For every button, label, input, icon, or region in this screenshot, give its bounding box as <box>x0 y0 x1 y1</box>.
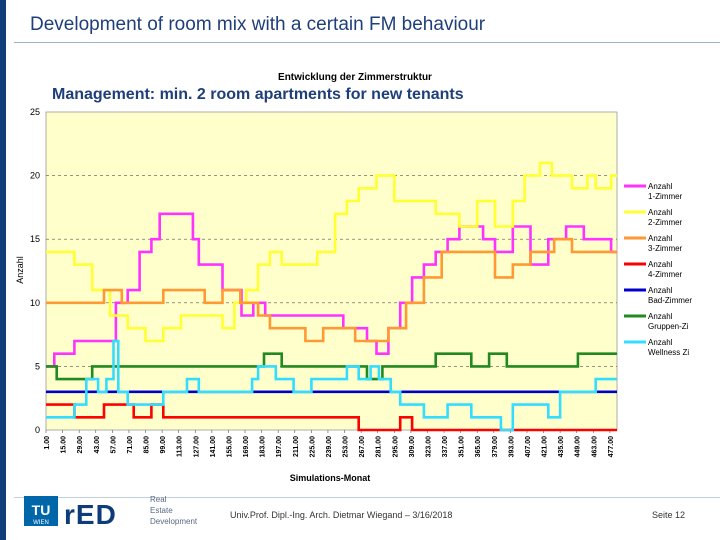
x-tick-label: 351.00 <box>459 436 466 458</box>
x-tick-label: 183.00 <box>260 436 267 458</box>
legend-label: Anzahl <box>648 182 673 191</box>
x-tick-label: 197.00 <box>276 436 283 458</box>
x-tick-label: 57.00 <box>110 436 117 454</box>
y-tick-label: 5 <box>35 361 40 371</box>
red-logo-text: rED <box>64 499 117 530</box>
x-tick-label: 267.00 <box>359 436 366 458</box>
x-tick-label: 463.00 <box>591 436 598 458</box>
x-tick-label: 99.00 <box>160 436 167 454</box>
legend-label: Wellness Zi <box>648 348 689 357</box>
y-tick-labels: 0 5 10 15 20 25 <box>30 107 40 435</box>
x-tick-label: 15.00 <box>61 436 68 454</box>
x-tick-label: 1.00 <box>44 436 51 450</box>
x-tick-label: 29.00 <box>77 436 84 454</box>
x-tick-label: 141.00 <box>210 436 217 458</box>
legend-label: 1-Zimmer <box>648 192 683 201</box>
legend-label: Anzahl <box>648 338 673 347</box>
legend-label: Anzahl <box>648 286 673 295</box>
org-line: Real <box>150 495 167 504</box>
y-tick-label: 15 <box>30 234 40 244</box>
x-tick-label: 365.00 <box>475 436 482 458</box>
x-tick-label: 211.00 <box>293 436 300 457</box>
legend-label: Anzahl <box>648 234 673 243</box>
x-tick-label: 281.00 <box>376 436 383 458</box>
legend-label: Anzahl <box>648 312 673 321</box>
x-tick-label: 113.00 <box>177 436 184 457</box>
x-tick-label: 155.00 <box>226 436 233 458</box>
x-tick-label: 477.00 <box>608 436 615 458</box>
x-tick-label: 253.00 <box>343 436 350 458</box>
legend-label: Gruppen-Zi <box>648 322 689 331</box>
x-tick-label: 435.00 <box>558 436 565 458</box>
plot-area <box>45 111 618 431</box>
legend-label: 2-Zimmer <box>648 218 683 227</box>
x-axis-label: Simulations-Monat <box>290 473 371 483</box>
x-tick-label: 85.00 <box>144 436 151 454</box>
legend-label: Anzahl <box>648 208 673 217</box>
slide-title: Development of room mix with a certain F… <box>30 14 486 35</box>
org-name: Real Estate Development <box>150 494 197 527</box>
footer-author-date: Univ.Prof. Dipl.-Ing. Arch. Dietmar Wieg… <box>230 510 453 520</box>
x-tick-label: 337.00 <box>442 436 449 458</box>
legend-label: Bad-Zimmer <box>648 296 692 305</box>
tu-logo-block <box>24 496 58 526</box>
x-tick-label: 449.00 <box>575 436 582 458</box>
chart-title: Entwicklung der Zimmerstruktur <box>278 72 432 83</box>
x-tick-label: 379.00 <box>492 436 499 458</box>
x-tick-label: 323.00 <box>425 436 432 458</box>
accent-bar <box>0 0 6 540</box>
y-tick-label: 10 <box>30 298 40 308</box>
org-line: Development <box>150 517 198 526</box>
slide-subtitle: Management: min. 2 room apartments for n… <box>50 86 466 104</box>
x-tick-label: 225.00 <box>309 436 316 458</box>
series-lines <box>46 161 617 432</box>
x-tick-label: 239.00 <box>326 436 333 458</box>
x-tick-label: 295.00 <box>392 436 399 458</box>
y-tick-label: 20 <box>30 171 40 181</box>
x-tick-label: 393.00 <box>508 436 515 458</box>
y-tick-label: 25 <box>30 107 40 117</box>
legend-label: Anzahl <box>648 260 673 269</box>
x-tick-label: 407.00 <box>525 436 532 458</box>
x-tick-label: 71.00 <box>127 436 134 454</box>
legend-label: 3-Zimmer <box>648 244 683 253</box>
org-line: Estate <box>150 506 173 515</box>
x-tick-label: 309.00 <box>409 436 416 458</box>
page-number: Seite 12 <box>652 510 686 520</box>
series-line-anzahl-2-zimmer <box>46 161 617 343</box>
title-divider <box>14 42 720 43</box>
y-tick-label: 0 <box>35 425 40 435</box>
footer-divider <box>14 497 720 498</box>
x-tick-label: 43.00 <box>94 436 101 454</box>
legend: Anzahl1-ZimmerAnzahl2-ZimmerAnzahl3-Zimm… <box>624 182 692 357</box>
x-tick-label: 127.00 <box>193 436 200 458</box>
legend-label: 4-Zimmer <box>648 270 683 279</box>
x-tick-labels: 1.00 15.00 29.00 43.00 57.00 71.00 85.00 99.00 1… <box>44 430 615 457</box>
tu-wien-red-logo: TU WIEN rED <box>24 496 117 530</box>
series-line-anzahl-3-zimmer <box>46 237 617 343</box>
x-tick-label: 169.00 <box>243 436 250 458</box>
wien-logo-text: WIEN <box>33 520 49 526</box>
tu-logo-text: TU <box>32 502 51 518</box>
series-line-anzahl-gruppen-zi <box>46 352 617 381</box>
series-line-anzahl-wellness-zi <box>46 339 617 432</box>
series-line-anzahl-4-zimmer <box>46 403 617 432</box>
y-axis-label: Anzahl <box>15 256 25 284</box>
x-tick-label: 421.00 <box>542 436 549 458</box>
